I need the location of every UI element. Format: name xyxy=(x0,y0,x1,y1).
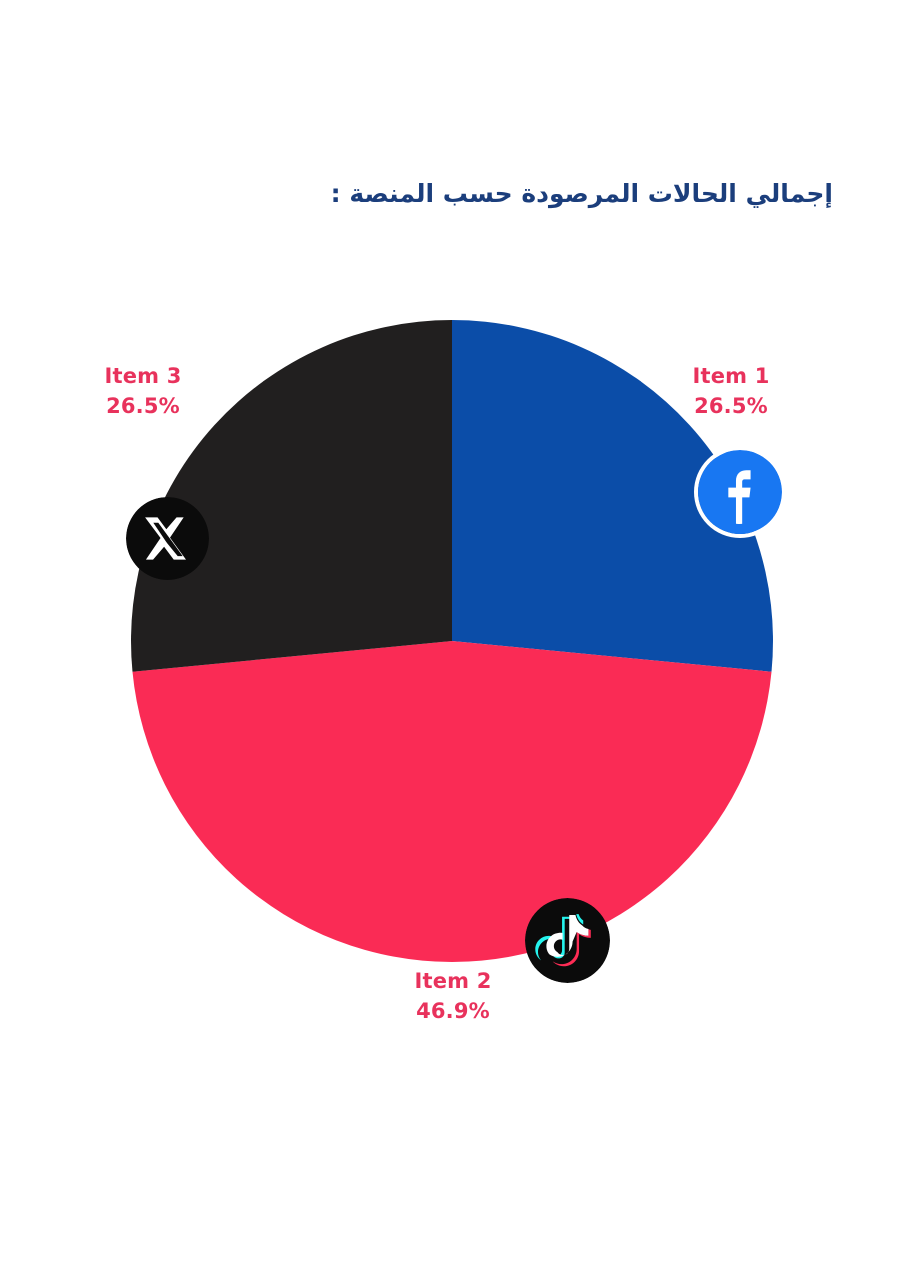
pie-slice-item2 xyxy=(132,641,772,962)
pie-chart-svg xyxy=(131,320,773,962)
pie-chart xyxy=(131,320,773,962)
tiktok-icon xyxy=(525,898,610,983)
pie-slice-item3 xyxy=(131,320,452,672)
pie-slice-item1 xyxy=(452,320,773,672)
x-twitter-icon xyxy=(126,497,209,580)
page-title: إجمالي الحالات المرصودة حسب المنصة : xyxy=(330,179,833,208)
pie-label-item2-value: 46.9% xyxy=(416,998,490,1023)
pie-label-item3: Item 3 26.5% xyxy=(78,362,208,422)
pie-label-item3-value: 26.5% xyxy=(106,393,180,418)
pie-label-item1-name: Item 1 xyxy=(692,364,770,388)
pie-label-item3-name: Item 3 xyxy=(104,364,182,388)
pie-label-item2-name: Item 2 xyxy=(414,969,492,993)
pie-label-item1: Item 1 26.5% xyxy=(666,362,796,422)
facebook-icon xyxy=(698,450,782,534)
pie-label-item1-value: 26.5% xyxy=(694,393,768,418)
pie-label-item2: Item 2 46.9% xyxy=(386,967,520,1027)
